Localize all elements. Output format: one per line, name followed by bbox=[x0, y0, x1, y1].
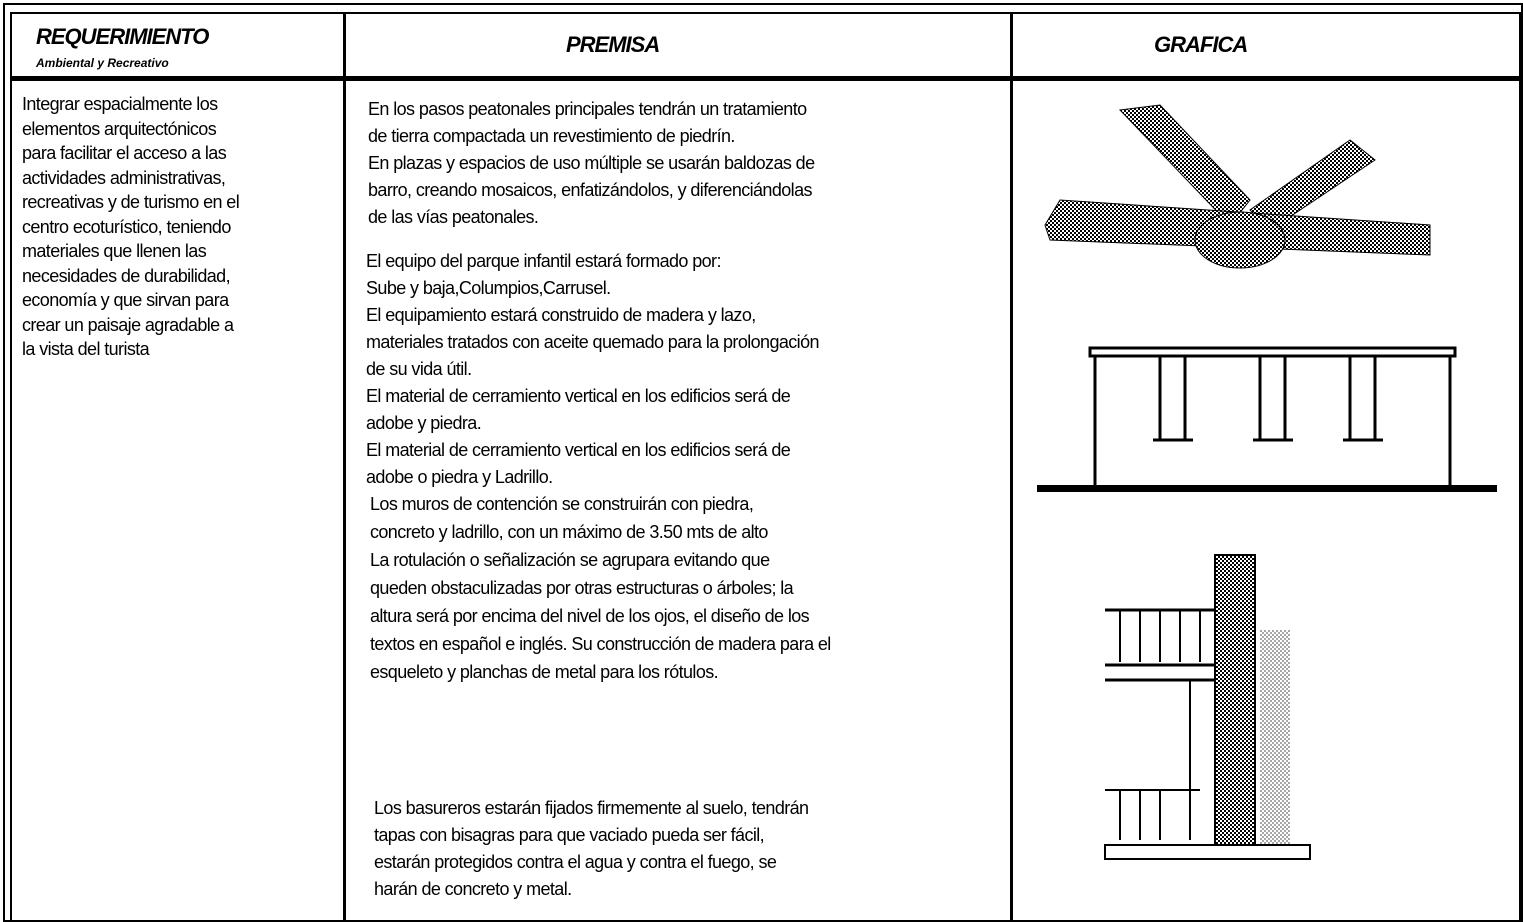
table-border bbox=[10, 12, 1521, 922]
text-line: de tierra compactada un revestimiento de… bbox=[368, 126, 735, 146]
column-title: REQUERIMIENTO bbox=[36, 24, 209, 49]
text-line: esqueleto y planchas de metal para los r… bbox=[370, 662, 719, 682]
column-subtitle: Ambiental y Recreativo bbox=[36, 56, 169, 70]
text-line: Los muros de contención se construirán c… bbox=[370, 494, 754, 514]
text-line: de su vida útil. bbox=[366, 359, 472, 379]
text-line: crear un paisaje agradable a bbox=[22, 314, 234, 335]
text-line: concreto y ladrillo, con un máximo de 3.… bbox=[370, 522, 768, 542]
text-line: elementos arquitectónicos bbox=[22, 118, 217, 139]
text-line: queden obstaculizadas por otras estructu… bbox=[370, 578, 794, 598]
text-line: altura será por encima del nivel de los … bbox=[370, 606, 810, 626]
requirement-text: Integrar espacialmente los elementos arqu… bbox=[22, 92, 240, 362]
text-line: de las vías peatonales. bbox=[368, 207, 539, 227]
premise-paragraph: El equipo del parque infantil estará for… bbox=[366, 248, 820, 491]
premise-paragraph: Los basureros estarán fijados firmemente… bbox=[374, 795, 809, 903]
text-line: textos en español e inglés. Su construcc… bbox=[370, 634, 831, 654]
text-line: la vista del turista bbox=[22, 339, 150, 359]
text-line: para facilitar el acceso a las bbox=[22, 143, 227, 163]
column-title: PREMISA bbox=[566, 32, 660, 57]
text-line: actividades administrativas, bbox=[22, 167, 226, 188]
premise-paragraph: En los pasos peatonales principales tend… bbox=[368, 96, 815, 231]
text-line: necesidades de durabilidad, bbox=[22, 265, 231, 286]
text-line: Sube y baja,Columpios,Carrusel. bbox=[366, 278, 611, 298]
text-line: economía y que sirvan para bbox=[22, 290, 229, 310]
column-divider bbox=[343, 12, 346, 922]
text-line: recreativas y de turismo en el bbox=[22, 192, 240, 212]
text-line: El material de cerramiento vertical en l… bbox=[366, 386, 791, 406]
text-line: Los basureros estarán fijados firmemente… bbox=[374, 798, 809, 818]
text-line: tapas con bisagras para que vaciado pued… bbox=[374, 825, 765, 845]
column-divider bbox=[1010, 12, 1013, 922]
text-line: materiales que llenen las bbox=[22, 241, 207, 261]
swing-drawing bbox=[1037, 346, 1497, 492]
text-line: El equipo del parque infantil estará for… bbox=[366, 251, 721, 271]
text-line: La rotulación o señalización se agrupara… bbox=[370, 550, 770, 570]
text-line: El material de cerramiento vertical en l… bbox=[366, 440, 791, 460]
text-line: barro, creando mosaicos, enfatizándolos,… bbox=[368, 180, 812, 200]
column-title: GRAFICA bbox=[1154, 32, 1248, 57]
header-divider bbox=[10, 76, 1521, 81]
text-line: centro ecoturístico, teniendo bbox=[22, 216, 231, 237]
text-line: En plazas y espacios de uso múltiple se … bbox=[368, 153, 815, 173]
text-line: harán de concreto y metal. bbox=[374, 879, 572, 899]
text-line: adobe o piedra y Ladrillo. bbox=[366, 467, 553, 487]
text-line: materiales tratados con aceite quemado p… bbox=[366, 332, 820, 352]
path-drawing bbox=[1044, 104, 1431, 269]
text-line: En los pasos peatonales principales tend… bbox=[368, 99, 807, 119]
premise-paragraph: Los muros de contención se construirán c… bbox=[370, 490, 831, 686]
text-line: adobe y piedra. bbox=[366, 413, 482, 433]
wall-drawing bbox=[1104, 554, 1311, 860]
text-line: Integrar espacialmente los bbox=[22, 94, 218, 114]
text-line: estarán protegidos contra el agua y cont… bbox=[374, 852, 777, 872]
text-line: El equipamiento estará construido de mad… bbox=[366, 305, 756, 325]
